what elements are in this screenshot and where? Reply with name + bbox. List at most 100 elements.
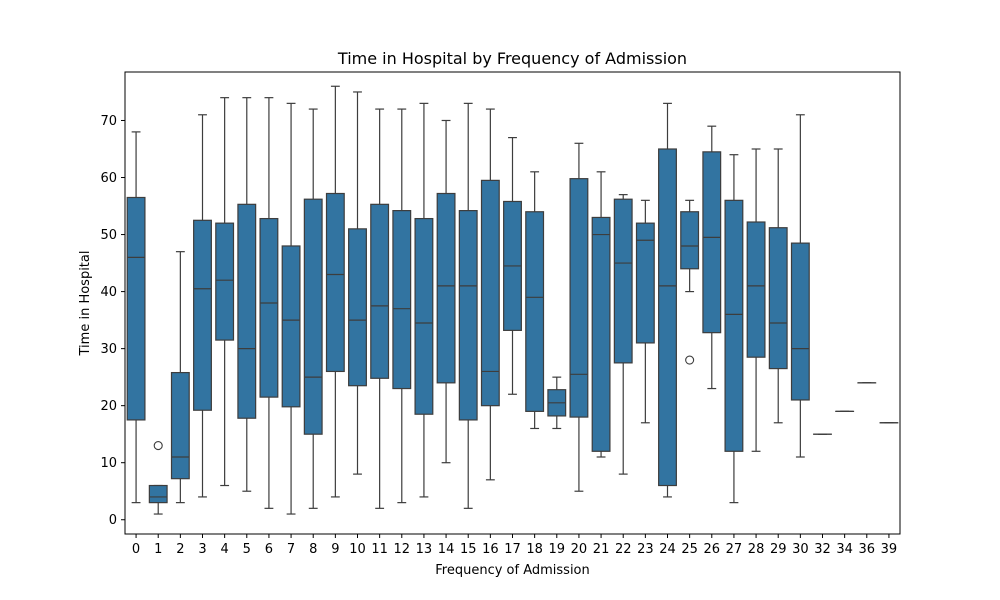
chart-title: Time in Hospital by Frequency of Admissi…	[337, 49, 687, 68]
box-iqr	[392, 210, 412, 390]
box-iqr	[303, 198, 323, 435]
x-tick-label: 6	[265, 542, 273, 557]
box-group-10	[348, 91, 367, 475]
box-iqr	[325, 192, 345, 373]
box-group-27	[724, 154, 744, 504]
y-tick-label: 10	[100, 456, 117, 471]
box-iqr	[348, 228, 367, 387]
box-iqr	[658, 148, 677, 487]
box-group-22	[613, 194, 633, 475]
box-group-16	[480, 108, 500, 481]
x-tick-label: 12	[394, 542, 411, 557]
box-group-12	[392, 108, 412, 504]
x-tick-label: 10	[349, 542, 366, 557]
x-tick-label: 26	[704, 542, 721, 557]
x-tick-label: 1	[154, 542, 162, 557]
x-tick-label: 21	[593, 542, 610, 557]
box-iqr	[790, 242, 810, 401]
x-tick-label: 11	[371, 542, 388, 557]
x-tick-label: 9	[331, 542, 339, 557]
x-tick-label: 7	[287, 542, 295, 557]
box-iqr	[724, 199, 744, 452]
box-iqr	[525, 211, 545, 412]
x-tick-label: 15	[460, 542, 477, 557]
box-iqr	[148, 484, 168, 504]
x-tick-label: 36	[859, 542, 876, 557]
box-iqr	[414, 217, 434, 415]
x-tick-label: 24	[659, 542, 676, 557]
box-group-7	[281, 102, 301, 515]
box-iqr	[613, 198, 633, 364]
box-group-30	[790, 114, 810, 458]
x-tick-label: 25	[681, 542, 698, 557]
box-iqr	[591, 216, 611, 452]
box-iqr	[237, 203, 257, 419]
box-group-29	[768, 148, 788, 424]
box-iqr	[480, 179, 500, 407]
y-tick-label: 0	[109, 513, 117, 528]
outlier-point	[153, 441, 163, 451]
y-tick-label: 70	[100, 114, 117, 129]
box-group-24	[658, 102, 677, 498]
box-group-6	[259, 97, 279, 509]
box-group-9	[325, 85, 345, 498]
x-tick-label: 28	[748, 542, 765, 557]
box-iqr	[569, 178, 589, 418]
x-axis-title: Frequency of Admission	[435, 563, 590, 578]
box-iqr	[768, 227, 788, 370]
y-tick-label: 30	[100, 342, 117, 357]
box-group-8	[303, 108, 323, 509]
box-group-11	[370, 108, 390, 509]
x-tick-label: 27	[726, 542, 743, 557]
outlier-point	[685, 355, 695, 365]
box-iqr	[281, 245, 301, 408]
box-group-2	[170, 251, 190, 504]
x-tick-label: 14	[438, 542, 455, 557]
box-group-4	[215, 97, 235, 487]
box-group-3	[193, 114, 212, 498]
y-tick-label: 20	[100, 399, 117, 414]
y-axis-title: Time in Hospital	[78, 251, 93, 357]
x-tick-label: 8	[309, 542, 317, 557]
box-group-19	[547, 376, 567, 430]
y-tick-label: 40	[100, 285, 117, 300]
box-group-26	[702, 125, 722, 390]
x-tick-label: 29	[770, 542, 787, 557]
box-iqr	[635, 222, 655, 344]
axes: 0 1 2 3 4 5 6 7 8 9 10 11 12 13 14 15 16 17 18 19 20 21 22 23 24…	[100, 114, 897, 557]
x-tick-label: 20	[571, 542, 588, 557]
x-tick-label: 32	[814, 542, 831, 557]
box-group-0	[126, 131, 146, 504]
box-group-14	[436, 119, 456, 464]
box-iqr	[680, 211, 700, 270]
y-tick-label: 50	[100, 228, 117, 243]
y-tick-label: 60	[100, 171, 117, 186]
x-tick-label: 18	[526, 542, 543, 557]
box-group-15	[458, 102, 478, 509]
box-iqr	[259, 217, 279, 398]
box-group-20	[569, 142, 589, 492]
x-tick-label: 5	[243, 542, 251, 557]
box-iqr	[702, 151, 722, 334]
x-tick-label: 22	[615, 542, 632, 557]
box-iqr	[370, 203, 390, 379]
x-tick-label: 13	[416, 542, 433, 557]
box-group-23	[635, 199, 655, 424]
plot-area	[126, 85, 899, 515]
x-tick-label: 23	[637, 542, 654, 557]
box-group-21	[591, 171, 611, 458]
x-tick-label: 39	[881, 542, 898, 557]
box-iqr	[746, 221, 766, 358]
x-tick-label: 30	[792, 542, 809, 557]
box-iqr	[170, 371, 190, 480]
x-tick-label: 2	[176, 542, 184, 557]
x-tick-label: 4	[221, 542, 229, 557]
box-iqr	[126, 196, 146, 421]
x-tick-label: 19	[549, 542, 566, 557]
box-group-13	[414, 102, 434, 498]
box-group-5	[237, 97, 257, 492]
box-group-17	[503, 136, 522, 395]
